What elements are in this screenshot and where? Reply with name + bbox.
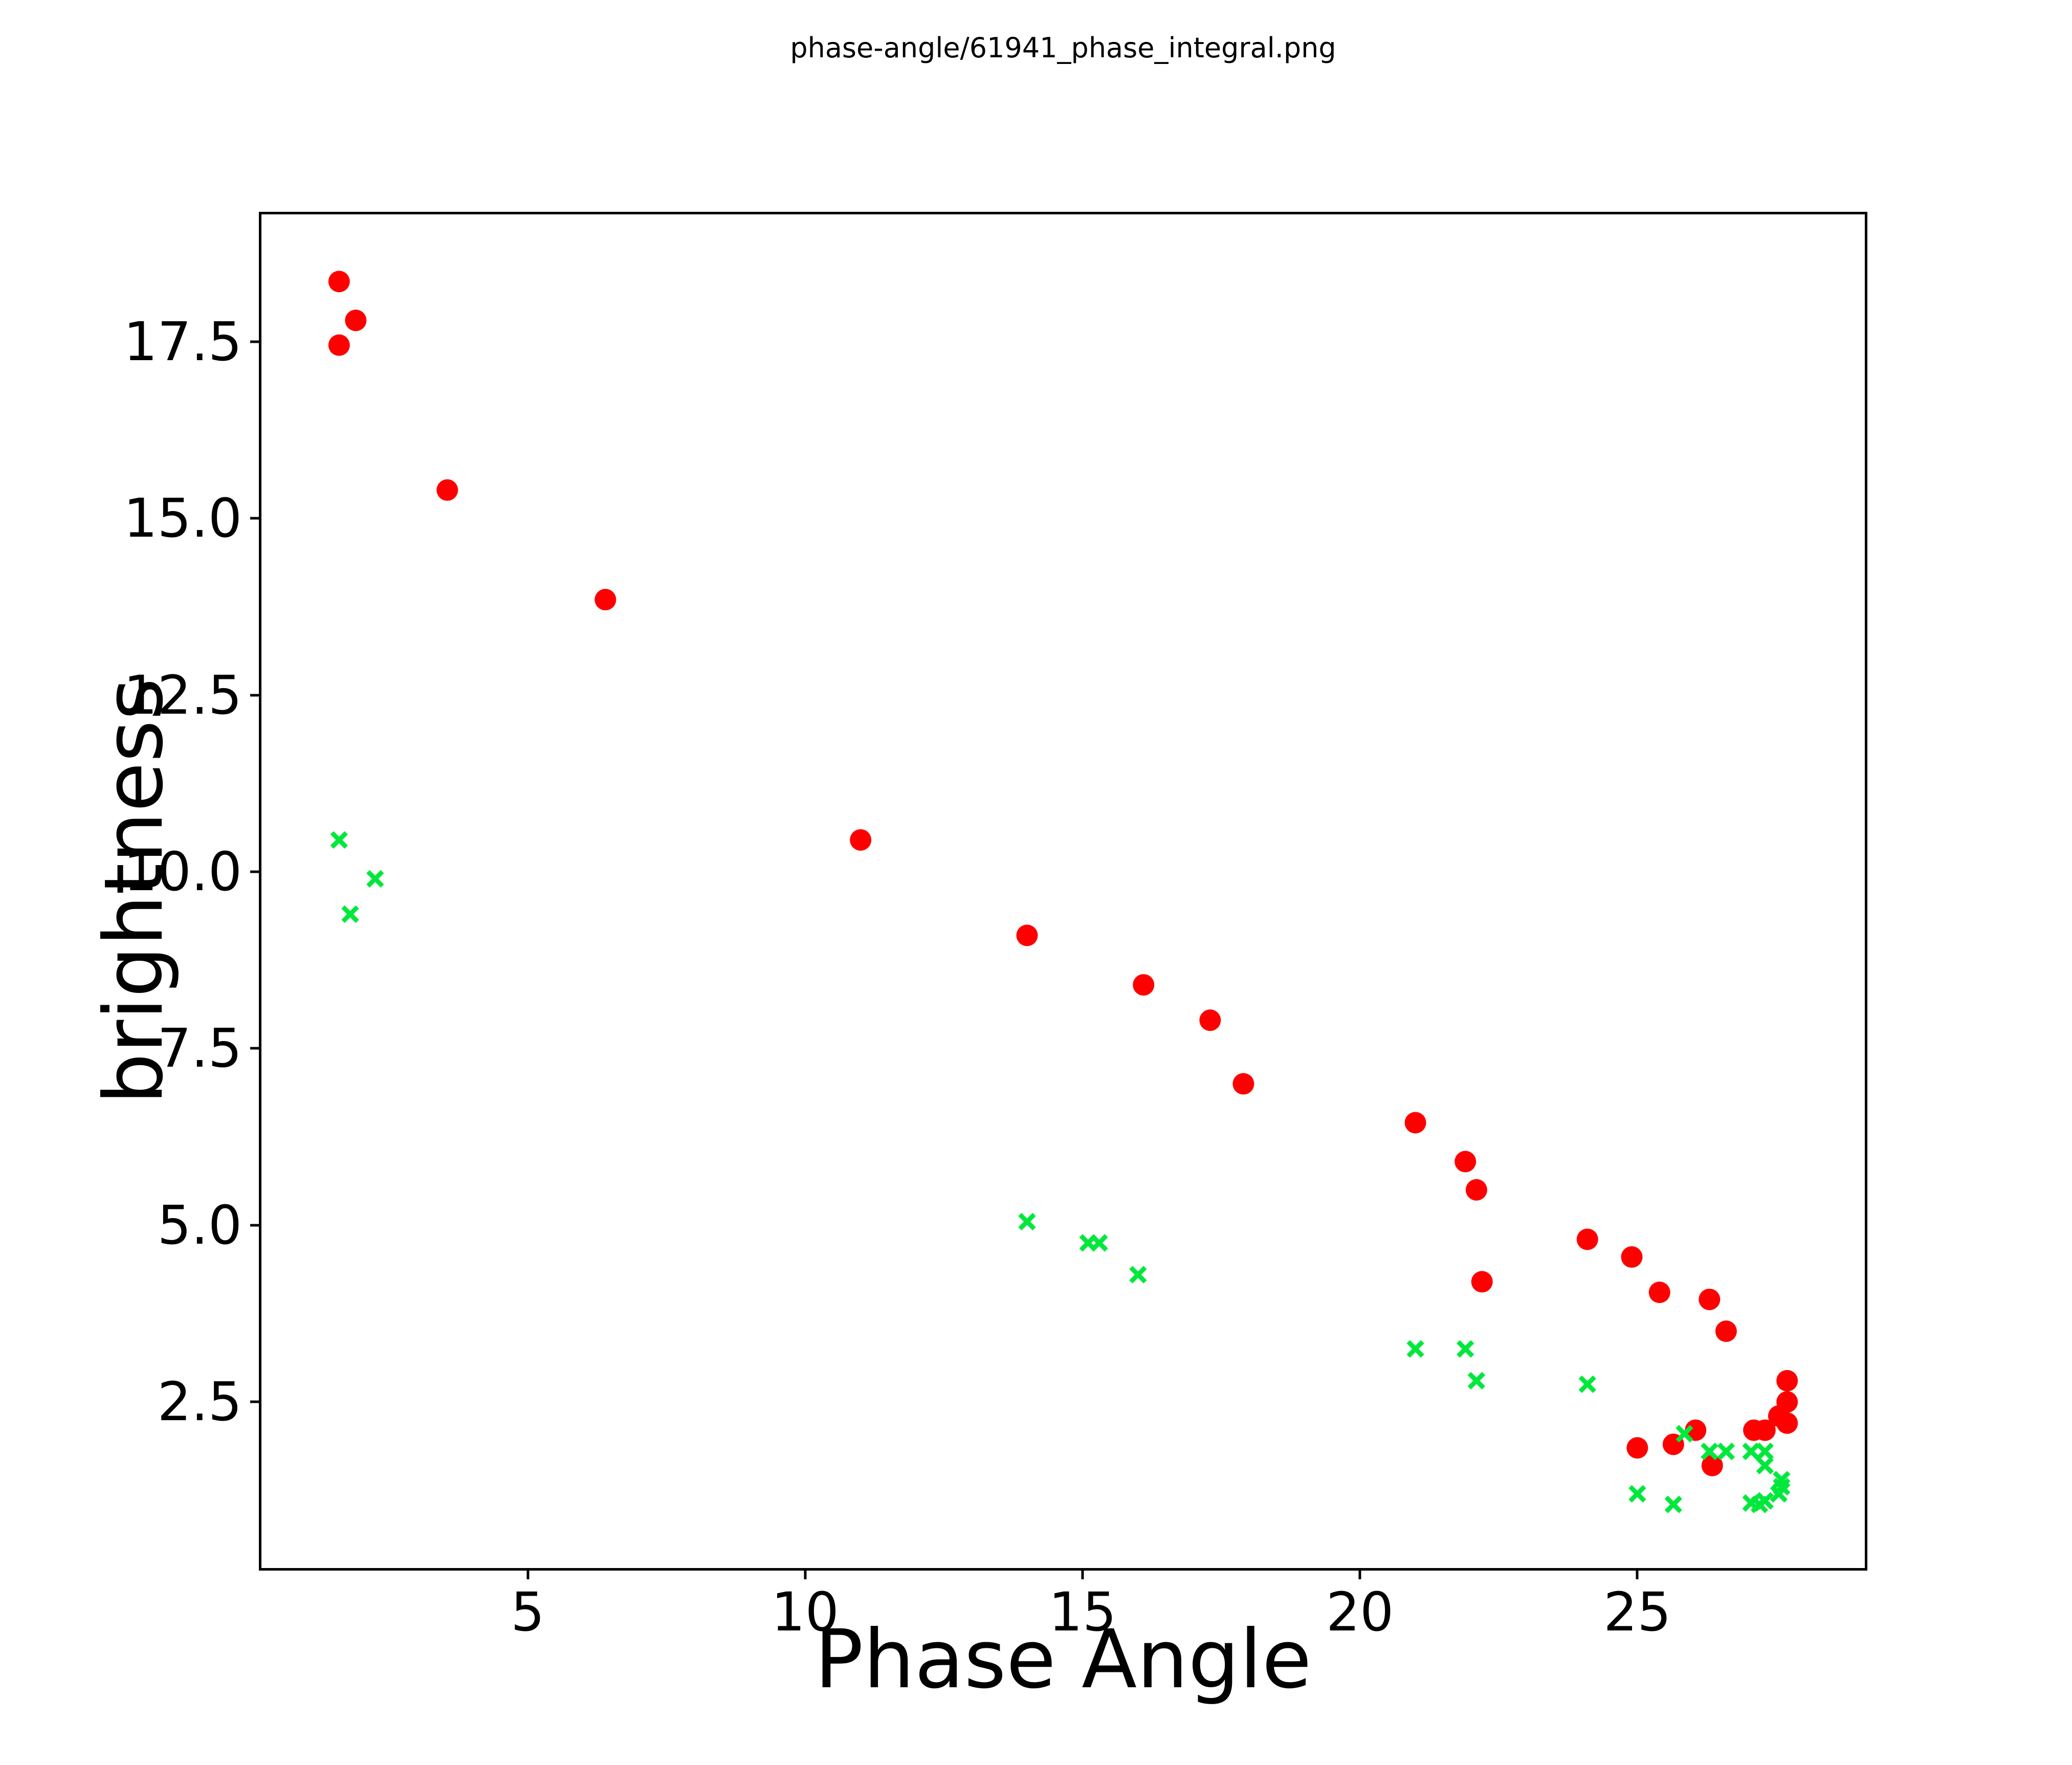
green-x-marker xyxy=(1467,1372,1486,1390)
green-x-marker xyxy=(1090,1234,1108,1252)
green-x-marker xyxy=(1770,1485,1788,1503)
x-tick-mark xyxy=(1636,1568,1639,1579)
x-tick-label: 10 xyxy=(771,1581,839,1643)
y-tick-mark xyxy=(250,870,261,873)
red-dot-marker xyxy=(1776,1412,1798,1434)
red-dot-marker xyxy=(1471,1271,1493,1293)
x-tick-label: 25 xyxy=(1603,1581,1671,1643)
green-x-marker xyxy=(1701,1442,1718,1461)
x-tick-label: 15 xyxy=(1048,1581,1117,1643)
green-x-marker xyxy=(366,870,384,888)
green-x-marker xyxy=(1742,1494,1760,1512)
y-tick-mark xyxy=(250,1047,261,1050)
red-dot-marker xyxy=(345,310,367,332)
red-dot-marker xyxy=(1626,1437,1648,1459)
green-x-marker xyxy=(1717,1442,1735,1461)
green-x-marker xyxy=(1018,1212,1036,1231)
red-dot-marker xyxy=(594,589,616,611)
green-x-marker xyxy=(1742,1442,1760,1461)
green-x-marker xyxy=(341,905,359,923)
y-tick-mark xyxy=(250,1224,261,1227)
x-tick-mark xyxy=(526,1568,530,1579)
green-x-marker xyxy=(1676,1425,1693,1443)
y-tick-label: 12.5 xyxy=(123,664,242,726)
red-dot-marker xyxy=(1454,1151,1476,1173)
green-x-marker xyxy=(1129,1266,1147,1284)
y-tick-mark xyxy=(250,1400,261,1403)
red-dot-marker xyxy=(850,829,872,851)
red-dot-marker xyxy=(436,479,458,501)
x-axis-label: Phase Angle xyxy=(814,1613,1312,1707)
y-tick-mark xyxy=(250,694,261,697)
green-x-marker xyxy=(1406,1340,1424,1358)
red-dot-marker xyxy=(328,334,350,356)
red-dot-marker xyxy=(1404,1112,1426,1134)
red-dot-marker xyxy=(1776,1370,1798,1392)
red-dot-marker xyxy=(328,271,350,293)
scatter-points-layer xyxy=(328,271,1798,1513)
figure-title: phase-angle/61941_phase_integral.png xyxy=(790,32,1336,64)
red-dot-marker xyxy=(1133,974,1155,996)
y-tick-label: 5.0 xyxy=(157,1194,242,1256)
green-x-marker xyxy=(1628,1485,1646,1503)
red-dot-marker xyxy=(1199,1009,1221,1031)
red-dot-marker xyxy=(1715,1320,1737,1342)
x-tick-label: 20 xyxy=(1326,1581,1394,1643)
x-tick-mark xyxy=(1358,1568,1361,1579)
red-dot-marker xyxy=(1465,1179,1487,1201)
y-axis-label: brightness xyxy=(87,678,181,1105)
red-dot-marker xyxy=(1701,1454,1723,1476)
x-tick-label: 5 xyxy=(511,1581,545,1643)
y-tick-label: 15.0 xyxy=(123,487,242,550)
plot-area: 5 10 15 20 25 2.5 5.0 7.5 10.0 12.5 15.0 17.5 xyxy=(123,212,1867,1639)
x-tick-mark xyxy=(804,1568,807,1579)
green-x-marker xyxy=(1457,1340,1474,1358)
x-tick-mark xyxy=(1081,1568,1084,1579)
green-x-marker xyxy=(330,831,348,849)
red-dot-marker xyxy=(1754,1419,1776,1441)
red-dot-marker xyxy=(1576,1228,1598,1250)
red-dot-marker xyxy=(1685,1419,1707,1441)
red-dot-marker xyxy=(1648,1282,1670,1304)
y-tick-label: 17.5 xyxy=(123,310,242,373)
y-tick-label: 2.5 xyxy=(157,1371,242,1433)
red-dot-marker xyxy=(1621,1246,1643,1268)
y-tick-label: 7.5 xyxy=(157,1017,242,1080)
y-tick-mark xyxy=(250,517,261,520)
y-tick-label: 10.0 xyxy=(123,841,242,903)
red-dot-marker xyxy=(1016,924,1038,946)
red-dot-marker xyxy=(1232,1073,1254,1095)
green-x-marker xyxy=(1756,1442,1774,1461)
green-x-marker xyxy=(1664,1495,1683,1513)
green-x-marker xyxy=(1756,1457,1774,1474)
red-dot-marker xyxy=(1699,1288,1721,1310)
green-x-marker xyxy=(1578,1375,1596,1393)
y-tick-mark xyxy=(250,340,261,343)
